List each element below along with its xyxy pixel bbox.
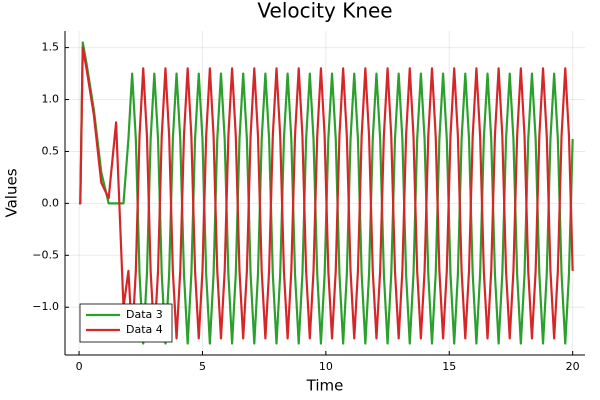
y-tick-label: 1.5 — [42, 41, 60, 54]
x-axis-label: Time — [306, 377, 344, 395]
y-tick-label: 0.0 — [42, 196, 60, 209]
y-tick-label: −1.0 — [32, 300, 59, 313]
x-tick-label: 20 — [566, 360, 580, 373]
y-tick-label: 1.0 — [42, 93, 60, 106]
x-tick-label: 5 — [199, 360, 206, 373]
x-tick-label: 0 — [76, 360, 83, 373]
chart-title: Velocity Knee — [257, 0, 392, 23]
y-tick-label: 0.5 — [42, 144, 60, 157]
data-line — [79, 46, 574, 340]
x-tick-label: 15 — [442, 360, 456, 373]
y-axis-label: Values — [3, 168, 21, 217]
legend-label: Data 3 — [126, 308, 163, 321]
legend-label: Data 4 — [126, 323, 163, 336]
x-tick-label: 10 — [319, 360, 333, 373]
y-tick-label: −0.5 — [32, 248, 59, 261]
legend-box — [79, 303, 173, 343]
